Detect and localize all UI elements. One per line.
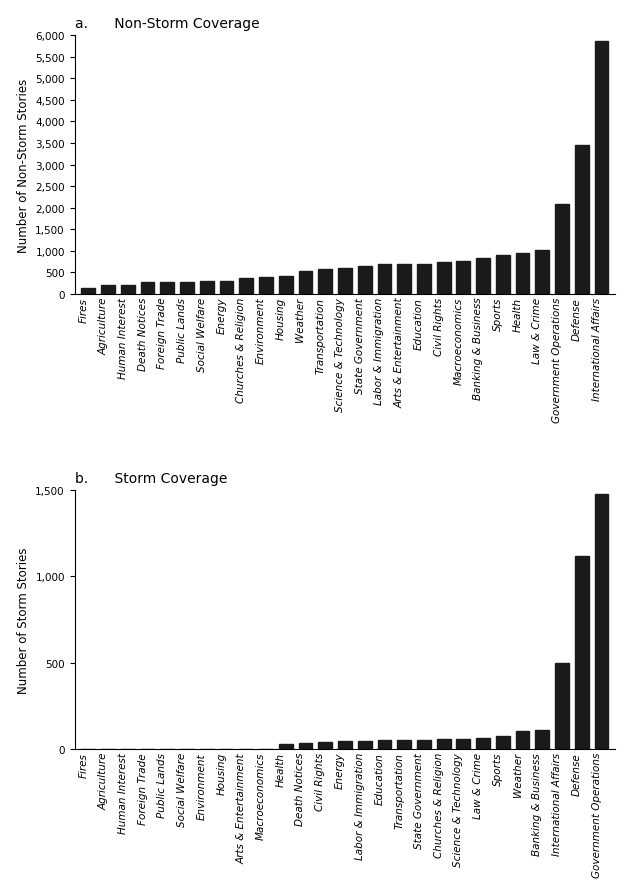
Bar	[200, 282, 214, 295]
Bar	[358, 266, 372, 295]
Bar	[516, 254, 530, 295]
Bar	[82, 288, 95, 295]
Bar	[437, 263, 451, 295]
Bar	[476, 738, 490, 749]
Text: b.      Storm Coverage: b. Storm Coverage	[75, 471, 227, 485]
Bar	[377, 266, 391, 295]
Bar	[338, 269, 352, 295]
Bar	[338, 742, 352, 749]
Bar	[259, 277, 273, 295]
Bar	[575, 146, 588, 295]
Bar	[516, 731, 530, 749]
Bar	[456, 262, 470, 295]
Bar	[456, 739, 470, 749]
Bar	[417, 740, 431, 749]
Bar	[476, 259, 490, 295]
Bar	[595, 494, 609, 749]
Bar	[496, 256, 510, 295]
Bar	[575, 556, 588, 749]
Bar	[220, 282, 233, 295]
Bar	[358, 741, 372, 749]
Text: a.      Non-Storm Coverage: a. Non-Storm Coverage	[75, 17, 259, 30]
Bar	[555, 663, 569, 749]
Bar	[101, 286, 115, 295]
Bar	[298, 272, 312, 295]
Bar	[377, 740, 391, 749]
Bar	[595, 42, 609, 295]
Bar	[180, 283, 194, 295]
Bar	[417, 265, 431, 295]
Bar	[496, 737, 510, 749]
Bar	[279, 276, 293, 295]
Bar	[555, 205, 569, 295]
Bar	[535, 250, 549, 295]
Bar	[535, 730, 549, 749]
Bar	[240, 279, 253, 295]
Bar	[161, 283, 174, 295]
Bar	[398, 740, 411, 749]
Bar	[319, 270, 332, 295]
Bar	[398, 265, 411, 295]
Bar	[319, 742, 332, 749]
Bar	[279, 744, 293, 749]
Bar	[437, 739, 451, 749]
Bar	[141, 283, 154, 295]
Bar	[121, 285, 135, 295]
Y-axis label: Number of Non-Storm Stories: Number of Non-Storm Stories	[16, 79, 30, 252]
Bar	[298, 743, 312, 749]
Y-axis label: Number of Storm Stories: Number of Storm Stories	[16, 547, 30, 693]
